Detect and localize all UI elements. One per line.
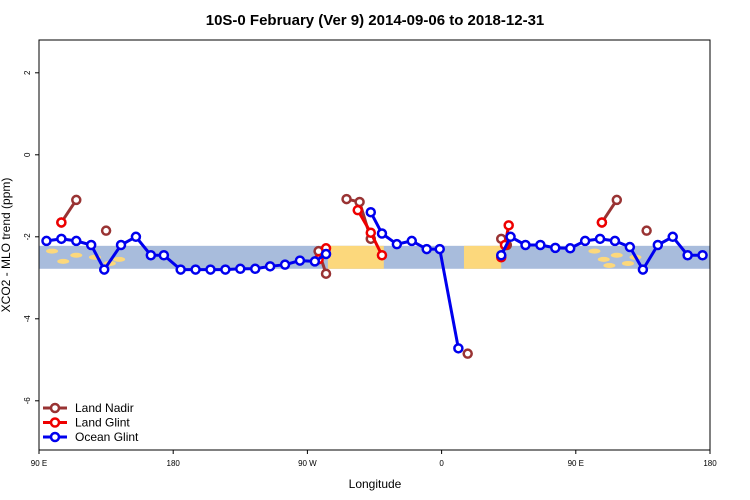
legend-item: Ocean Glint	[43, 430, 139, 444]
island-patch	[70, 252, 83, 258]
island-patch	[57, 258, 70, 264]
data-point	[406, 235, 418, 247]
y-tick-label: -6	[23, 397, 32, 405]
data-point	[56, 217, 67, 228]
land-band	[463, 245, 502, 269]
data-point	[175, 264, 186, 275]
x-tick-label: 180	[167, 459, 181, 468]
map-strip	[39, 245, 710, 269]
data-point	[71, 235, 82, 247]
data-point	[365, 227, 377, 238]
data-point	[434, 243, 445, 255]
data-point	[320, 248, 332, 260]
data-point	[130, 231, 142, 243]
data-point	[309, 256, 321, 267]
legend-label: Land Glint	[75, 416, 130, 430]
data-point	[352, 204, 363, 216]
data-point	[503, 220, 514, 231]
data-point	[564, 243, 576, 254]
legend-item: Land Nadir	[43, 401, 134, 415]
data-point	[535, 239, 546, 251]
land-band	[327, 245, 384, 269]
data-point	[667, 231, 678, 243]
data-point	[462, 348, 473, 359]
data-point	[697, 250, 708, 261]
data-point	[641, 225, 652, 236]
data-point	[158, 250, 170, 261]
data-point	[190, 264, 201, 275]
island-patch	[621, 260, 634, 266]
data-point	[264, 261, 276, 272]
x-axis-label: Longitude	[349, 477, 402, 491]
data-point	[85, 239, 97, 251]
data-point	[505, 231, 516, 243]
legend-swatch-point	[49, 417, 61, 428]
data-point	[682, 250, 693, 261]
y-tick-label: 2	[23, 70, 32, 75]
island-patch	[603, 263, 616, 268]
data-point	[376, 228, 388, 239]
series-layer	[41, 193, 708, 359]
chart-title: 10S-0 February (Ver 9) 2014-09-06 to 201…	[206, 12, 545, 29]
plot-frame	[38, 39, 711, 451]
data-point	[249, 263, 261, 275]
data-point	[594, 233, 606, 245]
data-point	[98, 264, 110, 275]
data-point	[550, 242, 561, 254]
data-point	[365, 206, 377, 218]
x-tick-label: 0	[439, 459, 444, 468]
x-axis: 90 E 180 90 W 0 90 E 180	[31, 450, 717, 468]
data-point	[341, 193, 352, 205]
legend-item: Land Glint	[43, 416, 130, 430]
x-tick-label: 90 E	[568, 459, 584, 468]
data-point	[294, 255, 306, 266]
data-point	[421, 243, 432, 255]
data-point	[145, 250, 157, 261]
data-point	[279, 259, 291, 270]
island-patch	[597, 256, 610, 262]
data-point	[579, 235, 591, 247]
island-patch	[46, 248, 59, 254]
y-tick-label: 0	[23, 152, 32, 157]
data-point	[41, 235, 52, 247]
data-point	[652, 239, 664, 251]
x-tick-label: 90 W	[298, 459, 317, 468]
y-axis-label: XCO2 - MLO trend (ppm)	[0, 178, 13, 313]
data-point	[115, 239, 127, 251]
data-point	[205, 264, 216, 275]
series-ocean-glint	[41, 206, 708, 354]
data-point	[611, 194, 623, 206]
data-point	[376, 250, 388, 261]
data-point	[637, 264, 649, 275]
y-tick-label: -2	[23, 233, 32, 241]
series-land-nadir	[56, 193, 652, 359]
data-point	[100, 225, 112, 236]
legend-swatch-point	[49, 431, 61, 443]
data-point	[235, 263, 246, 275]
data-point	[609, 235, 621, 247]
data-point	[520, 239, 531, 251]
data-point	[495, 250, 507, 261]
island-patch	[610, 252, 623, 258]
x-tick-label: 90 E	[31, 459, 47, 468]
data-point	[220, 264, 231, 275]
data-point	[453, 343, 464, 354]
y-tick-label: -4	[23, 315, 32, 323]
legend-label: Ocean Glint	[75, 430, 139, 444]
legend-swatch-point	[49, 402, 61, 414]
data-point	[71, 194, 82, 206]
data-point	[596, 217, 608, 228]
x-tick-label: 180	[703, 459, 717, 468]
y-axis: 2 0 -2 -4 -6	[23, 70, 39, 404]
data-point	[320, 268, 332, 279]
data-point	[624, 241, 636, 253]
island-patch	[113, 256, 126, 262]
island-patch	[588, 248, 601, 254]
data-point	[56, 233, 67, 245]
data-point	[354, 196, 365, 208]
legend-label: Land Nadir	[75, 401, 134, 415]
data-point	[391, 238, 403, 250]
